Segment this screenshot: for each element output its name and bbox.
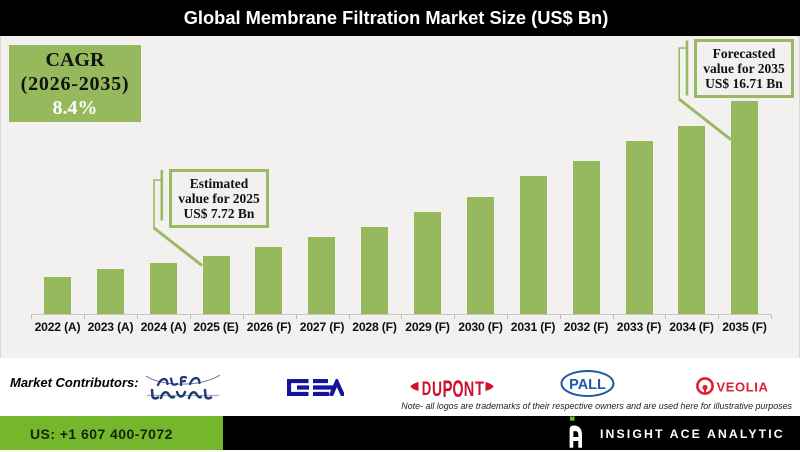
svg-text:T: T — [475, 378, 484, 398]
svg-text:O: O — [453, 376, 464, 398]
svg-text:VEOLIA: VEOLIA — [717, 379, 769, 394]
svg-text:U: U — [432, 377, 442, 398]
svg-text:N: N — [464, 377, 475, 398]
svg-text:D: D — [422, 378, 432, 398]
svg-text:PALL: PALL — [569, 377, 606, 393]
svg-text:P: P — [443, 376, 453, 398]
